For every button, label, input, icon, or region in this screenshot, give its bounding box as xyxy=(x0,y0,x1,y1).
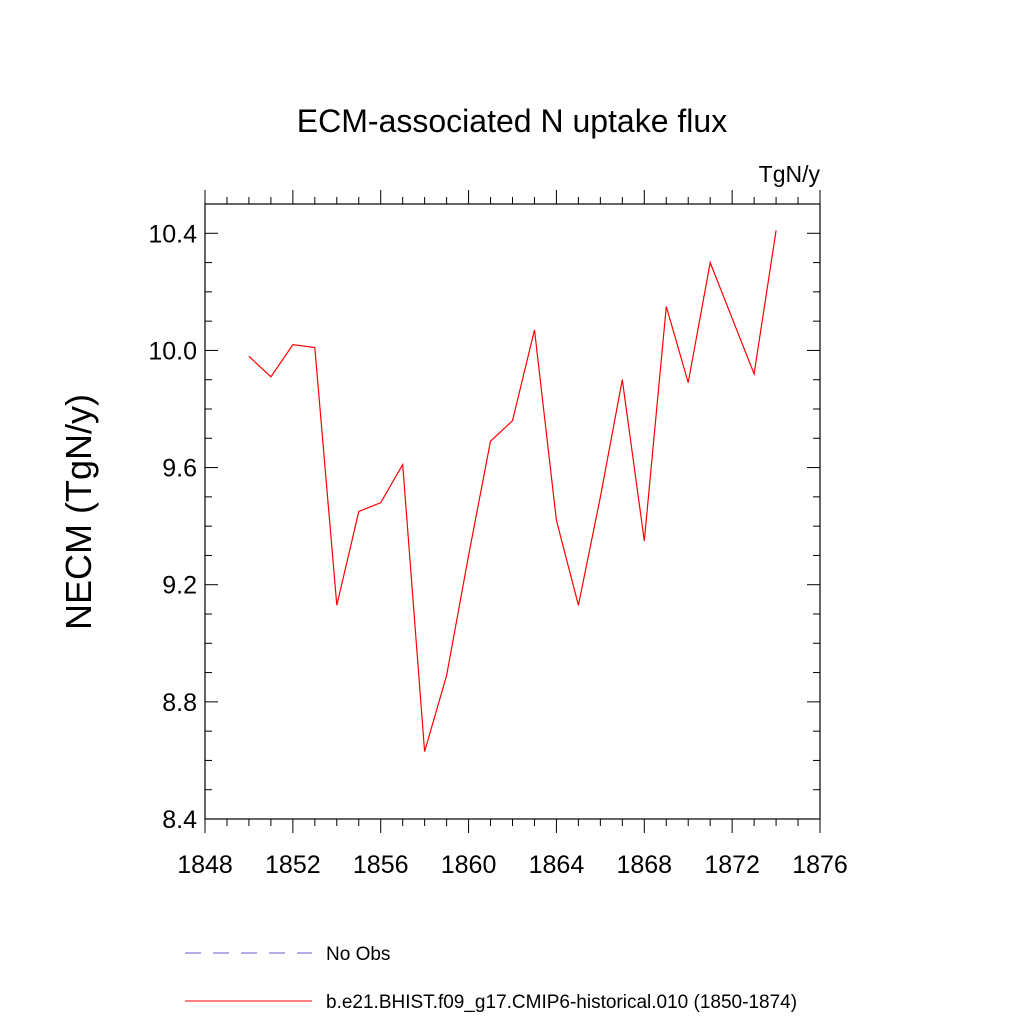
series-line xyxy=(248,230,777,752)
legend-label: No Obs xyxy=(326,944,390,965)
y-axis-label: NECM (TgN/y) xyxy=(58,394,99,630)
x-tick-label: 1876 xyxy=(792,851,848,879)
x-tick-label: 1856 xyxy=(353,851,409,879)
x-tick-label: 1860 xyxy=(441,851,497,879)
y-tick-label: 10.0 xyxy=(148,337,197,365)
legend: No Obs b.e21.BHIST.f09_g17.CMIP6-historic… xyxy=(185,944,797,1013)
y-tick-label: 8.4 xyxy=(162,806,197,834)
plot-frame xyxy=(204,203,821,820)
x-tick-label: 1864 xyxy=(529,851,585,879)
y-tick-label: 10.4 xyxy=(148,220,197,248)
y-tick-label: 9.2 xyxy=(162,572,197,600)
x-tick-label: 1868 xyxy=(616,851,672,879)
chart-title: ECM-associated N uptake flux xyxy=(297,103,727,139)
x-tick-label: 1848 xyxy=(177,851,233,879)
units-label: TgN/y xyxy=(759,161,821,187)
x-tick-label: 1872 xyxy=(704,851,760,879)
y-tick-label: 9.6 xyxy=(162,455,197,483)
y-tick-label: 8.8 xyxy=(162,689,197,717)
x-tick-label: 1852 xyxy=(265,851,321,879)
series-layer xyxy=(248,230,777,752)
legend-label: b.e21.BHIST.f09_g17.CMIP6-historical.010… xyxy=(326,992,797,1013)
x-axis-ticks: 1848 1852 1856 1860 1864 1868 1872 1876 xyxy=(177,190,848,879)
y-axis-ticks: 8.4 8.8 9.2 9.6 10.0 10.4 xyxy=(148,203,820,834)
